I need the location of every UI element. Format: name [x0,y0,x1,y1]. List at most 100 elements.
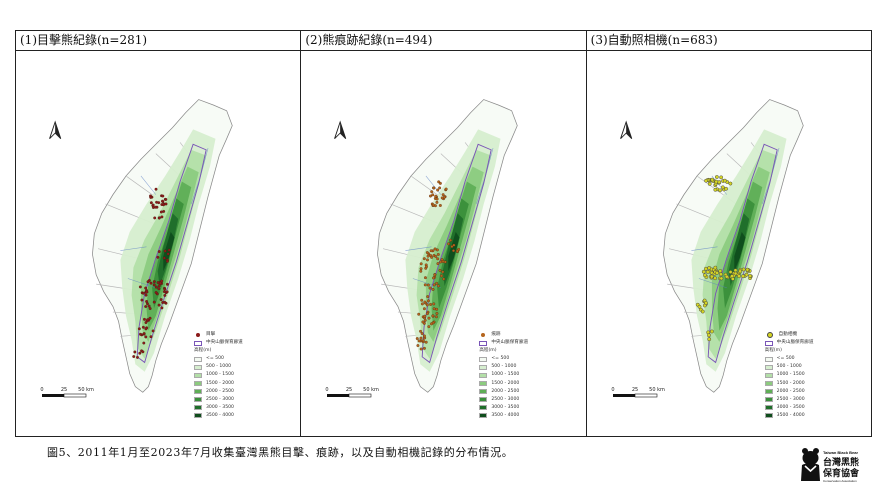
record-point [156,255,160,259]
scale-segment [612,394,635,397]
scale-bar-graphic: 0 25 50 km [40,387,94,398]
record-point [456,249,460,253]
point-swatch [481,333,486,338]
elevation-swatch [194,356,202,362]
record-point [157,216,161,220]
record-point [745,267,750,272]
elevation-swatch [194,381,202,387]
record-point [417,312,421,316]
record-point [417,339,421,343]
corridor-swatch [764,340,773,346]
record-point [428,286,432,290]
record-point [426,254,430,258]
legend-label: 目擊 [206,332,216,337]
record-point [452,249,456,253]
record-point [740,274,745,279]
record-point [718,175,723,180]
record-points [416,180,461,351]
record-point [434,194,438,198]
scale-tick-label: 25 [631,387,637,393]
record-point [436,188,440,192]
record-point [701,269,706,274]
record-point [432,186,436,190]
record-point [161,199,164,203]
map-figure: (1)目擊熊紀錄(n=281) 目擊 中央山脈保育廊道 高程(m) <= 500 500… [15,30,872,437]
record-point [439,203,443,207]
scale-segment [327,394,350,397]
record-point [161,301,165,304]
record-point [424,283,428,287]
record-point [435,281,439,285]
logo-english-bottom: Conservation Association [823,479,857,483]
record-point [152,300,156,304]
record-point [154,291,158,294]
logo-english-top: Taiwan Black Bear [823,450,858,455]
record-point [160,215,164,219]
record-point [164,197,168,201]
record-point [419,267,423,271]
record-point [137,327,141,331]
record-point [162,203,165,207]
record-point [423,257,427,261]
record-point [700,309,705,314]
river-line [140,175,157,195]
scale-bar: 0 25 50 km [323,385,393,403]
record-point [423,346,427,350]
record-point [159,210,163,214]
record-point [143,317,146,321]
record-point [420,332,424,335]
record-point [709,177,714,182]
record-point [149,201,153,205]
legend-label: 2500 - 3000 [491,396,520,402]
elevation-swatch [194,389,202,395]
legend-label: 3500 - 4000 [776,412,805,418]
river-line [711,175,727,195]
record-point [424,276,428,280]
record-point [148,316,152,320]
record-point [154,187,158,191]
record-point [439,260,443,264]
legend-label: <= 500 [206,356,224,362]
taiwan-map [619,99,804,393]
elevation-swatch [764,397,773,403]
record-point [152,280,156,284]
record-point [151,203,155,207]
elevation-swatch [764,413,773,419]
legend-label: 3000 - 3500 [206,404,234,410]
scale-tick-label: 25 [61,387,67,393]
legend-label: 500 - 1000 [206,364,232,370]
legend-label: 1000 - 1500 [206,372,234,378]
record-point [442,193,445,197]
record-point [149,281,153,285]
record-point [729,274,734,279]
figure-caption: 圖5、2011年1月至2023年7月收集臺灣黑熊目擊、痕跡，以及自動相機記錄的分… [47,446,514,459]
record-point [163,249,167,253]
record-point [423,334,427,338]
record-point [431,193,435,197]
record-point [728,270,733,274]
scale-segment [634,393,657,398]
record-point [433,247,437,251]
record-point [718,272,723,277]
legend-label: <= 500 [491,356,510,362]
record-point [162,290,166,294]
elevation-swatch [194,373,202,379]
record-point [142,332,146,335]
record-point [419,336,423,340]
record-point [433,273,437,277]
legend-label: <= 500 [776,356,795,362]
record-point [429,194,433,198]
elevation-swatch [479,364,488,370]
legend-label: 2500 - 3000 [776,396,805,402]
record-point [445,187,448,191]
record-point [444,260,448,264]
panel-title: (3)自動照相機(n=683) [586,31,871,51]
record-point [697,304,702,309]
legend-label: 3500 - 4000 [206,412,234,418]
record-point [737,269,742,274]
record-point [157,284,161,288]
record-point [426,251,430,254]
logo-name-line2: 保育協會 [822,467,860,479]
association-logo: Taiwan Black Bear 台灣黑熊 保育協會 Conservation… [801,448,860,483]
river-line [698,278,727,289]
